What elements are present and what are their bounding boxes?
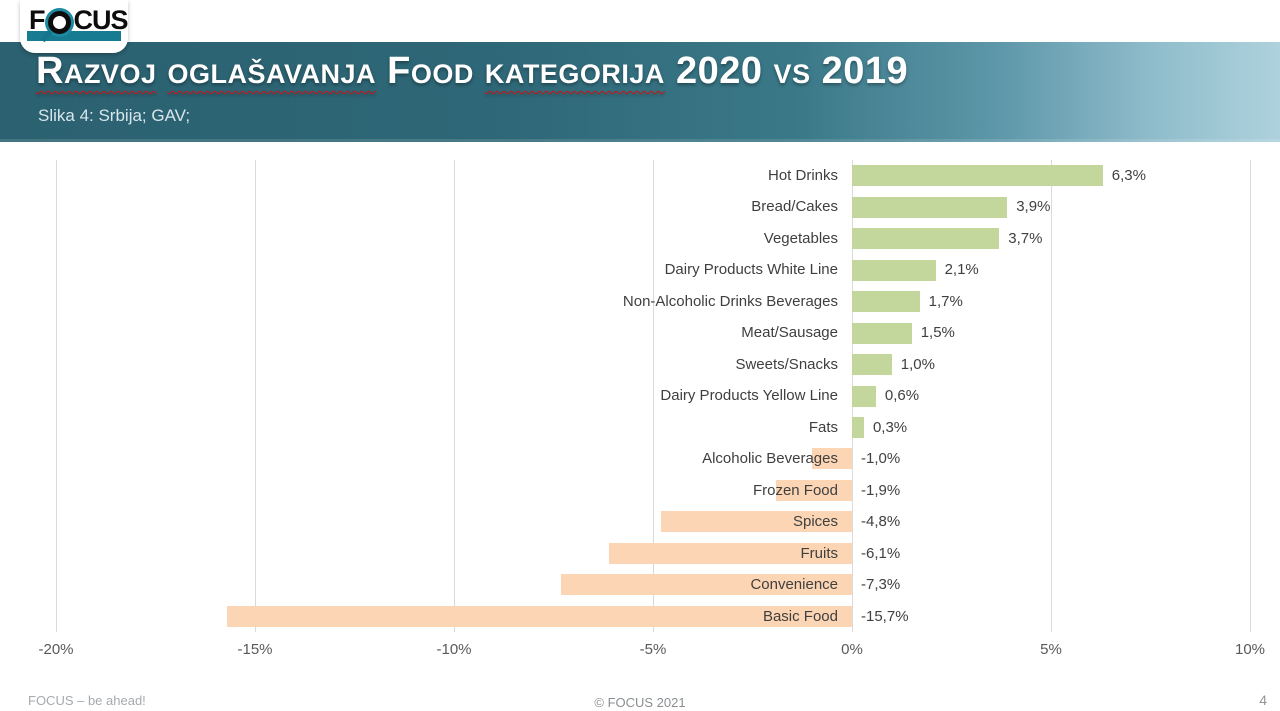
value-label: -1,9% xyxy=(861,481,901,499)
value-label: 3,9% xyxy=(1016,198,1051,216)
category-label: Vegetables xyxy=(763,229,838,247)
bar xyxy=(227,605,852,627)
value-label: -6,1% xyxy=(861,544,901,562)
bar xyxy=(776,479,852,501)
value-label: 1,0% xyxy=(900,355,935,373)
logo-underline-bar xyxy=(27,31,121,41)
plot-area: Hot Drinks 6,3% Bread/Cakes 3,9% Vegetables 3… xyxy=(55,160,1251,632)
logo-text-prefix: F xyxy=(29,5,45,35)
title-banner: Razvoj oglašavanja Food kategorija 2020 … xyxy=(0,42,1280,142)
category-label: Basic Food xyxy=(762,607,838,625)
footer-tagline: FOCUS – be ahead! xyxy=(28,693,146,708)
bar xyxy=(852,196,1008,218)
category-label: Alcoholic Beverages xyxy=(702,450,838,468)
value-label: 1,5% xyxy=(920,324,955,342)
title-word-squiggled: oglašavanja xyxy=(167,50,377,92)
title-word: Food xyxy=(376,50,485,92)
category-label: Dairy Products Yellow Line xyxy=(660,387,838,405)
bar xyxy=(609,542,852,564)
value-label: 6,3% xyxy=(1111,167,1146,184)
logo-text: F CUS xyxy=(29,5,129,43)
category-label: Non-Alcoholic Drinks Beverages xyxy=(622,292,838,310)
value-label: 3,7% xyxy=(1008,229,1043,247)
category-label: Frozen Food xyxy=(752,481,838,499)
value-label: 1,7% xyxy=(928,292,963,310)
bar xyxy=(812,448,852,470)
title-word-squiggled: kategorija xyxy=(484,50,665,92)
title-word xyxy=(156,50,167,92)
x-tick-label: -15% xyxy=(237,641,273,658)
value-label: 0,3% xyxy=(872,418,908,436)
bar xyxy=(852,354,892,376)
category-label: Sweets/Snacks xyxy=(735,355,838,373)
logo-text-suffix: CUS xyxy=(73,5,129,35)
category-label: Dairy Products White Line xyxy=(664,261,838,279)
category-label: Bread/Cakes xyxy=(751,198,838,216)
bar xyxy=(852,291,920,313)
value-label: 2,1% xyxy=(944,261,979,279)
focus-logo: F CUS xyxy=(20,0,129,53)
value-label: -15,7% xyxy=(861,607,909,625)
gridline xyxy=(1050,160,1052,632)
x-tick-label: -5% xyxy=(639,641,667,658)
magnifier-icon xyxy=(40,11,71,43)
x-tick-label: 10% xyxy=(1234,641,1266,658)
value-label: -4,8% xyxy=(861,513,901,531)
category-label: Fats xyxy=(808,418,838,436)
gridline xyxy=(453,160,455,632)
value-label: -1,0% xyxy=(861,450,901,468)
gridline xyxy=(1249,160,1251,632)
bar xyxy=(852,385,876,407)
bar xyxy=(852,259,936,281)
gridline xyxy=(55,160,57,632)
footer-copyright: © FOCUS 2021 xyxy=(594,695,686,710)
gridline xyxy=(254,160,256,632)
x-axis: -20% -15% -10% -5% 0% 5% 10% xyxy=(38,641,1265,661)
category-label: Fruits xyxy=(800,544,839,562)
page-subtitle: Slika 4: Srbija; GAV; xyxy=(38,106,191,125)
bar xyxy=(852,322,912,344)
x-tick-label: -20% xyxy=(38,641,74,658)
category-label: Hot Drinks xyxy=(767,167,838,184)
page-number: 4 xyxy=(1259,692,1267,708)
bar xyxy=(852,416,864,438)
x-tick-label: 0% xyxy=(841,641,863,658)
bar xyxy=(852,228,1000,250)
bar xyxy=(852,165,1103,187)
page-title: Razvoj oglašavanja Food kategorija 2020 … xyxy=(36,50,908,93)
title-word-squiggled: Razvoj xyxy=(36,50,157,92)
bar xyxy=(561,574,852,596)
category-label: Spices xyxy=(792,513,838,531)
gridline xyxy=(652,160,654,632)
bar xyxy=(660,511,852,533)
category-label: Convenience xyxy=(750,576,838,594)
value-label: -7,3% xyxy=(861,576,901,594)
x-tick-label: 5% xyxy=(1040,641,1062,658)
title-word: 2020 vs 2019 xyxy=(664,50,909,92)
category-label: Meat/Sausage xyxy=(741,324,838,342)
x-tick-label: -10% xyxy=(436,641,472,658)
value-label: 0,6% xyxy=(884,387,920,405)
